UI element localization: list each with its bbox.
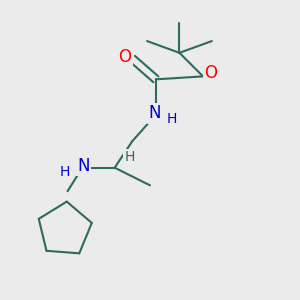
Text: H: H <box>167 112 177 126</box>
Text: O: O <box>118 48 131 66</box>
Text: N: N <box>77 157 90 175</box>
Text: N: N <box>148 104 161 122</box>
Text: O: O <box>204 64 217 82</box>
Text: H: H <box>124 150 135 164</box>
Text: H: H <box>59 165 70 179</box>
